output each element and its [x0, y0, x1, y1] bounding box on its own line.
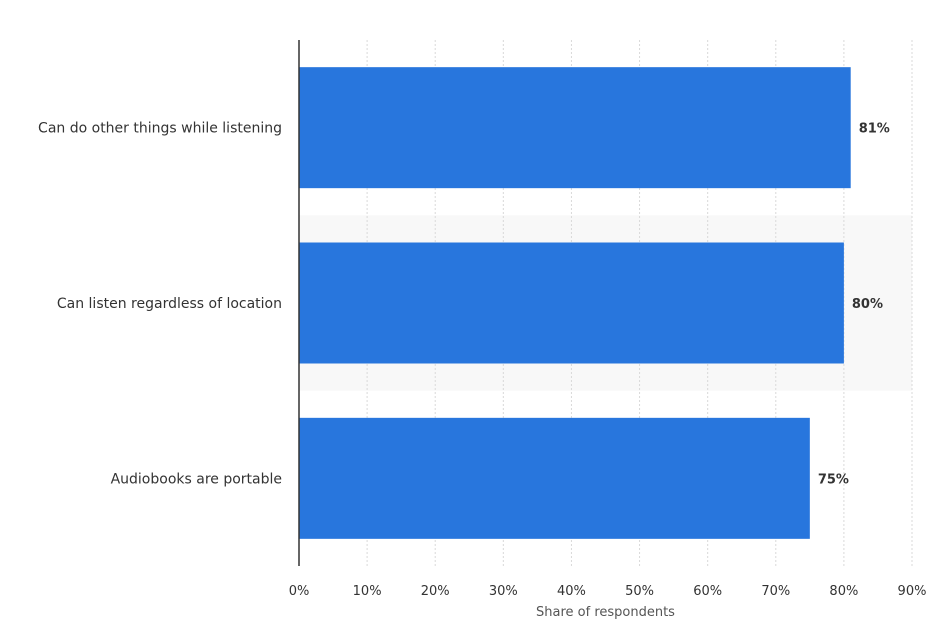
x-axis-title: Share of respondents [536, 605, 675, 620]
x-tick-label: 10% [353, 584, 382, 599]
data-label: 80% [852, 297, 883, 312]
category-label: Can do other things while listening [38, 121, 282, 137]
x-tick-label: 70% [761, 584, 790, 599]
category-label: Audiobooks are portable [111, 471, 282, 487]
x-tick-label: 50% [625, 584, 654, 599]
data-label: 81% [859, 122, 890, 137]
x-tick-label: 60% [693, 584, 722, 599]
x-tick-label: 30% [489, 584, 518, 599]
data-labels: 81% 80% 75% [818, 122, 890, 488]
bar[interactable] [299, 242, 844, 364]
category-labels: Can do other things while listening Can l… [38, 121, 282, 488]
bars [299, 67, 851, 539]
x-tick-label: 40% [557, 584, 586, 599]
bar[interactable] [299, 67, 851, 189]
bar[interactable] [299, 417, 810, 539]
x-tick-label: 20% [421, 584, 450, 599]
x-tick-label: 90% [898, 584, 927, 599]
x-tick-labels: 0% 10% 20% 30% 40% 50% 60% 70% 80% 90% [289, 584, 927, 599]
data-label: 75% [818, 472, 849, 487]
x-tick-label: 0% [289, 584, 310, 599]
category-label: Can listen regardless of location [57, 296, 282, 312]
x-tick-label: 80% [829, 584, 858, 599]
